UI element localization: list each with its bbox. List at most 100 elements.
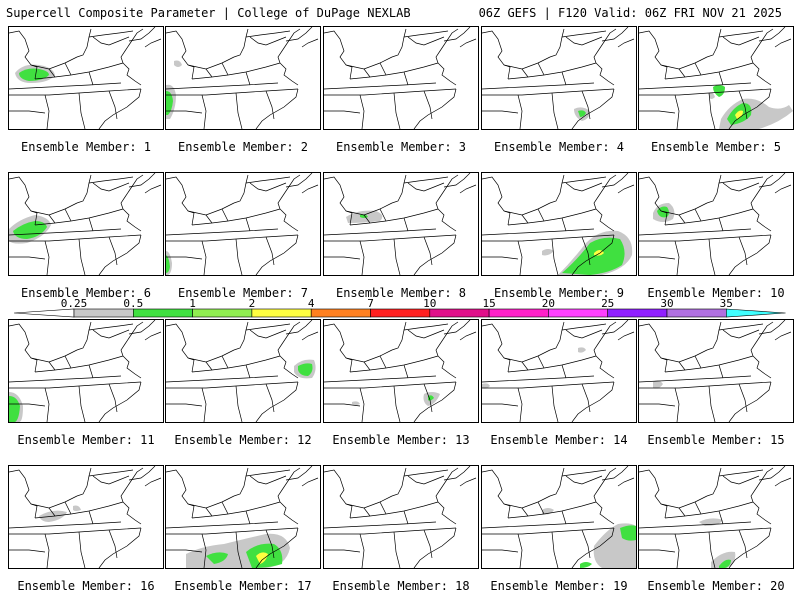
boundary-line bbox=[324, 381, 457, 389]
boundary-line bbox=[76, 174, 92, 204]
boundary-line bbox=[9, 323, 38, 373]
boundary-line bbox=[706, 321, 722, 351]
colorbar-segment bbox=[73, 308, 134, 318]
boundary-line bbox=[437, 208, 457, 232]
boundary-line bbox=[639, 110, 676, 114]
map-plot bbox=[482, 320, 635, 422]
boundary-line bbox=[255, 88, 299, 129]
boundary-line bbox=[571, 88, 615, 129]
basemap-lines bbox=[639, 173, 792, 275]
boundary-line bbox=[191, 208, 281, 226]
boundary-line bbox=[349, 355, 439, 373]
colorbar-segment bbox=[370, 308, 431, 318]
boundary-line bbox=[166, 403, 203, 407]
basemap-lines bbox=[9, 173, 162, 275]
boundary-line bbox=[233, 321, 249, 351]
basemap-lines bbox=[166, 320, 319, 422]
boundary-line bbox=[482, 82, 595, 90]
boundary-line bbox=[639, 323, 668, 373]
map-plot bbox=[9, 320, 162, 422]
boundary-line bbox=[34, 208, 124, 226]
boundary-line bbox=[674, 531, 716, 568]
ensemble-map-panel bbox=[638, 172, 794, 276]
ensemble-map-panel bbox=[638, 319, 794, 423]
boundary-line bbox=[752, 62, 772, 86]
map-plot bbox=[324, 27, 477, 129]
map-plot bbox=[166, 320, 319, 422]
boundary-line bbox=[678, 208, 724, 232]
boundary-line bbox=[674, 92, 716, 129]
scp-contour-area bbox=[256, 552, 268, 564]
boundary-line bbox=[44, 385, 86, 422]
boundary-line bbox=[482, 521, 595, 529]
boundary-line bbox=[345, 349, 393, 363]
colorbar-tick-label: 10 bbox=[423, 297, 437, 310]
boundary-line bbox=[277, 174, 301, 210]
member-caption: Ensemble Member: 18 bbox=[332, 579, 470, 593]
boundary-line bbox=[76, 321, 92, 351]
boundary-line bbox=[324, 521, 437, 529]
boundary-line bbox=[435, 174, 459, 210]
boundary-line bbox=[120, 174, 144, 210]
boundary-line bbox=[561, 176, 607, 184]
boundary-line bbox=[324, 30, 353, 80]
boundary-line bbox=[423, 236, 433, 266]
basemap-lines bbox=[166, 173, 319, 275]
ensemble-map-panel bbox=[165, 172, 321, 276]
boundary-line bbox=[482, 256, 519, 260]
boundary-line bbox=[601, 320, 635, 341]
boundary-line bbox=[549, 321, 565, 351]
boundary-line bbox=[639, 375, 752, 383]
ensemble-map-panel bbox=[638, 465, 794, 569]
boundary-line bbox=[9, 549, 46, 553]
boundary-line bbox=[403, 176, 449, 184]
map-plot bbox=[639, 27, 793, 129]
boundary-line bbox=[571, 234, 615, 275]
boundary-line bbox=[581, 90, 591, 120]
boundary-line bbox=[92, 182, 130, 192]
boundary-line bbox=[435, 467, 459, 503]
boundary-line bbox=[265, 383, 275, 413]
boundary-line bbox=[403, 323, 449, 331]
scp-contour-area bbox=[166, 255, 170, 273]
colorbar-tick-label: 7 bbox=[367, 297, 374, 310]
member-caption: Ensemble Member: 14 bbox=[490, 433, 628, 447]
basemap-lines bbox=[9, 320, 162, 422]
boundary-line bbox=[722, 182, 760, 192]
basemap-lines bbox=[9, 27, 162, 129]
boundary-line bbox=[413, 234, 457, 275]
boundary-line bbox=[128, 27, 162, 48]
boundary-line bbox=[581, 383, 591, 413]
member-caption: Ensemble Member: 4 bbox=[493, 140, 625, 154]
boundary-line bbox=[593, 321, 617, 357]
boundary-line bbox=[482, 323, 511, 373]
boundary-line bbox=[44, 92, 86, 129]
boundary-line bbox=[48, 501, 94, 525]
boundary-line bbox=[738, 529, 748, 559]
boundary-line bbox=[413, 381, 457, 422]
boundary-line bbox=[34, 355, 124, 373]
boundary-line bbox=[122, 501, 142, 525]
boundary-line bbox=[9, 88, 142, 96]
boundary-line bbox=[507, 501, 597, 519]
boundary-line bbox=[423, 383, 433, 413]
boundary-line bbox=[285, 173, 319, 194]
boundary-line bbox=[9, 30, 38, 80]
boundary-line bbox=[718, 469, 764, 477]
boundary-line bbox=[324, 176, 353, 226]
ensemble-map-panel bbox=[323, 465, 479, 569]
boundary-line bbox=[507, 355, 597, 373]
boundary-line bbox=[30, 56, 78, 70]
boundary-line bbox=[443, 173, 477, 194]
boundary-line bbox=[750, 28, 774, 64]
boundary-line bbox=[166, 228, 279, 236]
map-plot bbox=[482, 466, 636, 568]
boundary-line bbox=[435, 321, 459, 357]
boundary-line bbox=[108, 90, 118, 120]
boundary-line bbox=[674, 385, 716, 422]
basemap-lines bbox=[324, 27, 477, 129]
boundary-line bbox=[201, 385, 243, 422]
boundary-line bbox=[549, 28, 565, 58]
boundary-line bbox=[9, 82, 122, 90]
boundary-line bbox=[166, 521, 279, 529]
